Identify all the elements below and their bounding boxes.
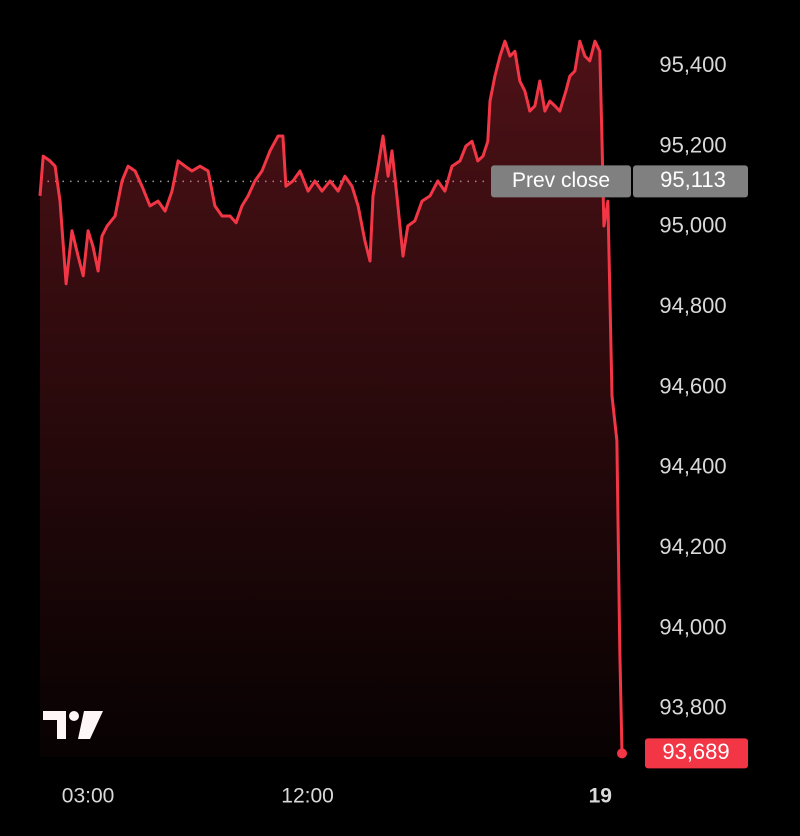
prev-close-value: 95,113: [660, 167, 726, 192]
y-tick-label: 94,600: [659, 373, 726, 398]
x-tick-label: 19: [589, 785, 612, 808]
y-tick-label: 94,400: [659, 454, 726, 479]
y-tick-label: 95,200: [659, 132, 726, 157]
y-tick-label: 95,000: [659, 213, 726, 238]
y-tick-label: 94,200: [659, 534, 726, 559]
area: [40, 41, 622, 757]
prev-close-tag: [491, 165, 631, 198]
price-line: [38, 39, 624, 754]
x-tick-label: 03:00: [62, 785, 115, 808]
y-tick-label: 95,400: [659, 52, 726, 77]
prev-close-value-tag: [633, 165, 748, 198]
y-tick-label: 94,800: [659, 293, 726, 318]
last-point: [617, 748, 627, 759]
last-value-tag: [645, 738, 748, 769]
y-tick-label: 93,800: [659, 695, 726, 720]
last-value-label: 93,689: [662, 739, 729, 764]
y-tick-label: 94,000: [659, 614, 726, 639]
x-tick-label: 12:00: [281, 785, 334, 808]
prev-close-name: Prev close: [512, 169, 610, 192]
